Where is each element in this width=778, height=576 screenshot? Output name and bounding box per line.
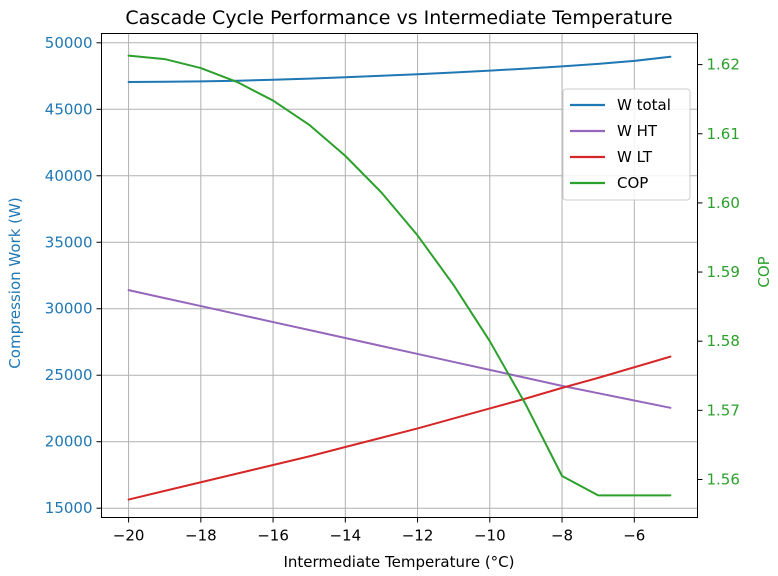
series-line-w-total (127, 55, 672, 84)
series-line-w-ht (127, 289, 672, 409)
legend-label: W LT (617, 148, 653, 166)
right-y-tick-label: 1.61 (707, 125, 740, 143)
legend-label: W total (617, 96, 671, 114)
left-y-tick-label: 45000 (45, 100, 93, 118)
x-tick-label: −18 (185, 527, 217, 545)
x-axis-label: Intermediate Temperature (°C) (283, 553, 514, 571)
right-y-axis-ticks: 1.56 1.57 1.58 1.59 1.60 1.61 1.62 (697, 56, 740, 488)
right-y-tick-label: 1.60 (707, 194, 740, 212)
legend-label: W HT (617, 122, 658, 140)
plot-lines (127, 54, 672, 501)
left-y-axis-ticks: 15000 20000 25000 30000 35000 40000 45000 50000 (45, 34, 102, 517)
series-line-w-lt (127, 355, 672, 501)
right-y-axis-label: COP (755, 256, 773, 287)
left-y-tick-label: 40000 (45, 167, 93, 185)
left-y-axis-label: Compression Work (W) (6, 197, 24, 368)
left-y-tick-label: 30000 (45, 300, 93, 318)
series-line-cop (127, 54, 672, 497)
left-y-tick-label: 20000 (45, 433, 93, 451)
right-y-tick-label: 1.59 (707, 263, 740, 281)
x-tick-label: −8 (551, 527, 573, 545)
right-y-tick-label: 1.56 (707, 470, 740, 488)
x-tick-label: −16 (257, 527, 289, 545)
x-tick-label: −12 (402, 527, 434, 545)
right-y-tick-label: 1.58 (707, 332, 740, 350)
right-y-tick-label: 1.62 (707, 56, 740, 74)
x-tick-label: −14 (329, 527, 361, 545)
right-y-tick-label: 1.57 (707, 401, 740, 419)
left-y-tick-label: 15000 (45, 499, 93, 517)
x-tick-label: −20 (113, 527, 145, 545)
x-tick-label: −10 (474, 527, 506, 545)
legend: W total W HT W LT COP (562, 88, 691, 201)
legend-label: COP (617, 174, 648, 192)
legend-box (562, 88, 691, 201)
left-y-tick-label: 50000 (45, 34, 93, 52)
x-axis-ticks: −20 −18 −16 −14 −12 −10 −8 −6 (113, 517, 645, 545)
left-y-tick-label: 35000 (45, 233, 93, 251)
chart-title: Cascade Cycle Performance vs Intermediat… (125, 7, 672, 29)
left-y-tick-label: 25000 (45, 366, 93, 384)
plot-frame (101, 33, 698, 518)
x-tick-label: −6 (623, 527, 645, 545)
